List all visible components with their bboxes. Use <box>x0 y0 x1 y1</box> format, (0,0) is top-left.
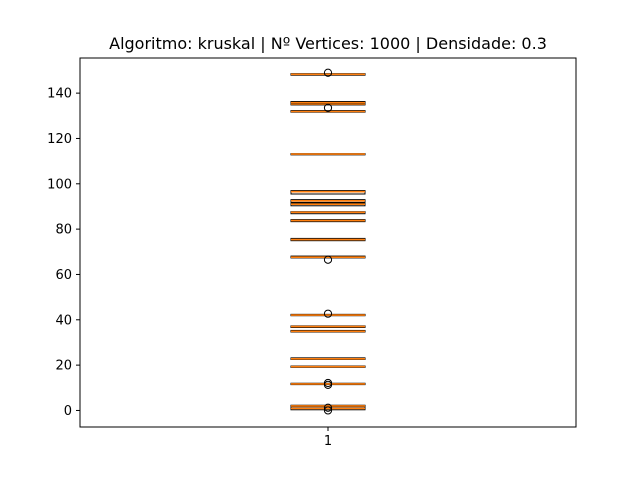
chart-title: Algoritmo: kruskal | Nº Vertices: 1000 |… <box>109 34 547 53</box>
y-tick-label-5: 100 <box>47 177 72 192</box>
flier-point-3 <box>323 378 333 388</box>
flier-point-0 <box>323 406 333 415</box>
y-tick-label-7: 140 <box>47 87 72 102</box>
y-tick-label-6: 120 <box>47 132 72 147</box>
flier-point-5 <box>323 255 333 264</box>
y-axis: 0 20 40 60 80 100 120 140 <box>47 87 80 419</box>
plot-layer <box>290 68 366 415</box>
y-tick-label-1: 20 <box>55 359 72 374</box>
flier-point-4 <box>323 309 333 318</box>
x-axis: 1 <box>324 427 332 449</box>
y-tick-label-2: 40 <box>55 313 72 328</box>
flier-point-1 <box>323 403 333 412</box>
x-tick-label-0: 1 <box>324 434 332 449</box>
y-tick-label-3: 60 <box>55 268 72 283</box>
flier-point-7 <box>323 68 333 77</box>
y-tick-label-0: 0 <box>64 404 72 419</box>
plot-frame <box>79 57 577 428</box>
flier-point-6 <box>323 103 333 112</box>
y-tick-label-4: 80 <box>55 223 72 238</box>
